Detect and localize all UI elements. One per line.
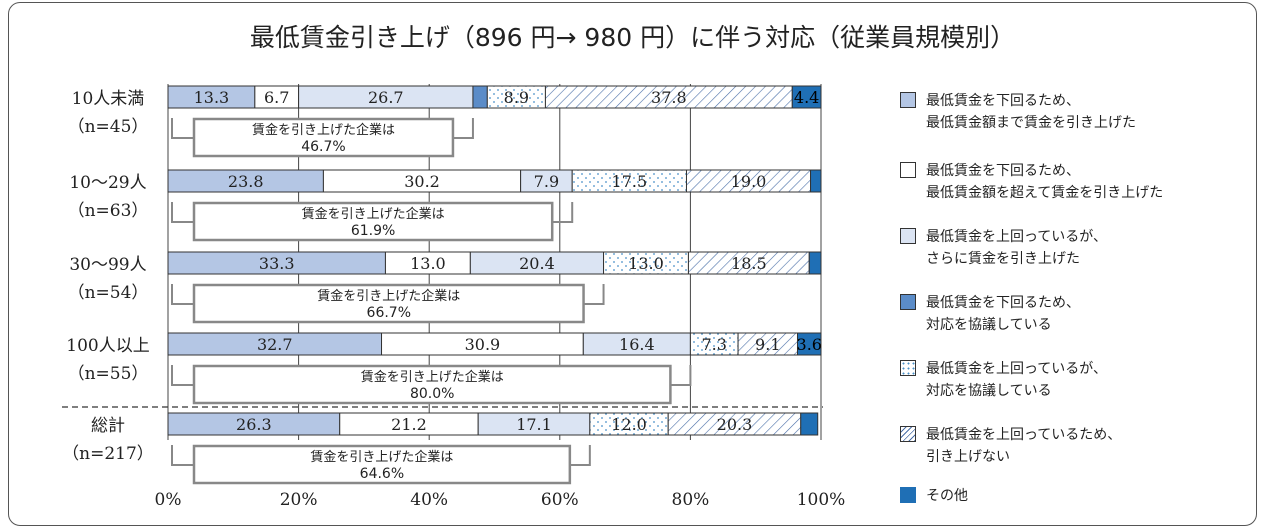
summary-text: 賃金を引き上げた企業は bbox=[252, 122, 395, 138]
summary-text: 賃金を引き上げた企業は bbox=[310, 449, 453, 465]
bar-segment bbox=[808, 251, 822, 275]
data-label: 32.7 bbox=[257, 335, 293, 354]
legend-item: 最低賃金を上回っているため、 引き上げない bbox=[900, 424, 1121, 468]
chart-title: 最低賃金引き上げ（896 円→ 980 円）に伴う対応（従業員規模別） bbox=[249, 23, 1016, 52]
data-label: 20.4 bbox=[519, 254, 555, 273]
legend-label: 最低賃金を上回っているため、 引き上げない bbox=[926, 427, 1122, 465]
bracket-left bbox=[171, 202, 194, 223]
legend-item: 最低賃金を上回っているが、 さらに賃金を引き上げた bbox=[900, 226, 1107, 270]
bar-segment bbox=[810, 169, 822, 193]
summary-text: 賃金を引き上げた企業は bbox=[317, 288, 460, 304]
bar-segment bbox=[796, 332, 822, 356]
x-tick-label: 60% bbox=[541, 490, 579, 510]
category-n: （n=55） bbox=[68, 364, 149, 384]
summary-value: 80.0% bbox=[410, 386, 454, 402]
chart-frame bbox=[8, 2, 1257, 526]
legend-swatch bbox=[900, 426, 916, 442]
summary-box bbox=[192, 201, 554, 242]
legend-label: 最低賃金を下回るため、 対応を協議している bbox=[926, 295, 1080, 333]
legend-label: 最低賃金を下回るため、 最低賃金額まで賃金を引き上げた bbox=[926, 93, 1136, 131]
data-label: 13.3 bbox=[194, 88, 230, 107]
category-label: 100人以上 bbox=[66, 336, 149, 356]
legend-label: 最低賃金を下回るため、 最低賃金額を超えて賃金を引き上げた bbox=[926, 163, 1164, 201]
data-label: 16.4 bbox=[619, 335, 655, 354]
legend-label: その他 bbox=[926, 488, 968, 504]
category-n: （n=54） bbox=[68, 283, 149, 303]
legend-swatch bbox=[900, 92, 916, 108]
legend-item: 最低賃金を下回るため、 最低賃金額まで賃金を引き上げた bbox=[900, 90, 1136, 134]
summary-text: 賃金を引き上げた企業は bbox=[361, 369, 504, 385]
summary-box bbox=[192, 117, 455, 158]
bar-segment bbox=[472, 85, 488, 109]
bracket-left bbox=[171, 445, 194, 466]
bar-segment bbox=[800, 412, 819, 436]
data-label: 18.5 bbox=[731, 254, 767, 273]
bracket-right bbox=[552, 202, 574, 223]
category-label: 10人未満 bbox=[72, 89, 145, 109]
legend-label: 最低賃金を上回っているが、 対応を協議している bbox=[926, 361, 1108, 399]
data-label: 7.9 bbox=[534, 172, 559, 191]
category-n: （n=217） bbox=[62, 444, 154, 464]
data-label: 30.2 bbox=[404, 172, 440, 191]
data-label: 7.3 bbox=[702, 335, 727, 354]
summary-text: 賃金を引き上げた企業は bbox=[302, 206, 445, 222]
data-label: 33.3 bbox=[259, 254, 295, 273]
x-tick-label: 80% bbox=[672, 490, 710, 510]
x-tick-label: 0% bbox=[155, 490, 182, 510]
data-label: 20.3 bbox=[717, 415, 753, 434]
x-tick-label: 40% bbox=[410, 490, 448, 510]
legend-swatch bbox=[900, 228, 916, 244]
category-n: （n=45） bbox=[68, 117, 149, 137]
summary-box bbox=[192, 364, 672, 405]
summary-box bbox=[192, 283, 585, 324]
bracket-right bbox=[583, 284, 605, 305]
legend-item: 最低賃金を下回るため、 対応を協議している bbox=[900, 292, 1080, 336]
data-label: 9.1 bbox=[755, 335, 780, 354]
summary-value: 61.9% bbox=[351, 223, 395, 239]
legend-swatch bbox=[900, 294, 916, 310]
legend-swatch bbox=[900, 487, 916, 503]
legend-item: 最低賃金を上回っているが、 対応を協議している bbox=[900, 358, 1107, 402]
bracket-right bbox=[569, 445, 591, 466]
legend-swatch bbox=[900, 360, 916, 376]
data-label: 13.0 bbox=[628, 254, 664, 273]
bracket-left bbox=[171, 284, 194, 305]
summary-value: 64.6% bbox=[360, 466, 404, 482]
bracket-left bbox=[171, 118, 194, 139]
legend-item: その他 bbox=[900, 485, 968, 507]
data-label: 23.8 bbox=[228, 172, 264, 191]
category-label: 総計 bbox=[91, 416, 125, 436]
data-label: 26.7 bbox=[368, 88, 404, 107]
summary-value: 46.7% bbox=[301, 139, 345, 155]
bracket-left bbox=[171, 365, 194, 386]
legend-swatch bbox=[900, 162, 916, 178]
data-label: 19.0 bbox=[731, 172, 767, 191]
legend-label: 最低賃金を上回っているが、 さらに賃金を引き上げた bbox=[926, 229, 1108, 267]
x-tick-label: 20% bbox=[280, 490, 318, 510]
category-n: （n=63） bbox=[68, 201, 149, 221]
summary-box bbox=[192, 444, 572, 485]
data-label: 13.0 bbox=[410, 254, 446, 273]
legend-item: 最低賃金を下回るため、 最低賃金額を超えて賃金を引き上げた bbox=[900, 160, 1163, 204]
data-label: 8.9 bbox=[504, 88, 529, 107]
category-label: 10〜29人 bbox=[69, 173, 146, 193]
data-label: 17.5 bbox=[612, 172, 648, 191]
data-label: 37.8 bbox=[651, 88, 687, 107]
data-label: 4.4 bbox=[794, 88, 819, 107]
data-label: 21.2 bbox=[391, 415, 427, 434]
data-label: 26.3 bbox=[236, 415, 272, 434]
data-label: 30.9 bbox=[465, 335, 501, 354]
x-tick-label: 100% bbox=[797, 490, 846, 510]
bracket-right bbox=[452, 118, 474, 139]
bracket-right bbox=[670, 365, 692, 386]
data-label: 3.6 bbox=[797, 335, 822, 354]
data-label: 12.0 bbox=[611, 415, 647, 434]
bar-segment bbox=[791, 85, 822, 109]
data-label: 6.7 bbox=[264, 88, 289, 107]
category-label: 30〜99人 bbox=[69, 255, 146, 275]
summary-value: 66.7% bbox=[367, 305, 411, 321]
data-label: 17.1 bbox=[516, 415, 552, 434]
